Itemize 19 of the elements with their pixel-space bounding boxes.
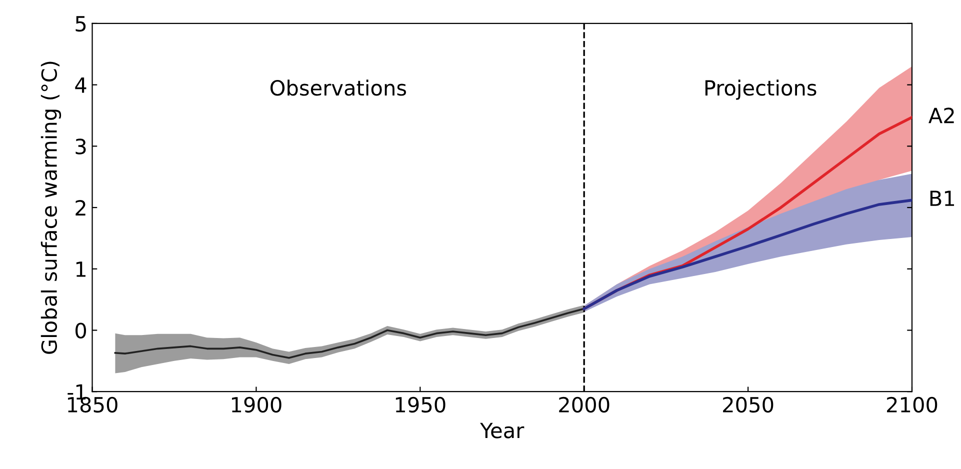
series-label: B1 (930, 190, 954, 206)
y-tick-label: 1 (76, 262, 86, 277)
x-axis-title: Year (480, 422, 524, 438)
annotation: Projections (705, 80, 816, 100)
y-tick-label: 0 (76, 322, 86, 338)
x-tick-label: 2100 (887, 396, 938, 413)
x-tick-label: 2000 (559, 396, 610, 413)
y-tick-label: 2 (76, 200, 86, 216)
x-tick-label: 1900 (232, 396, 282, 413)
annotation: Observations (270, 80, 406, 96)
x-tick-label: 2050 (723, 396, 774, 413)
line-series (114, 308, 585, 359)
x-tick-label: 1950 (396, 396, 446, 413)
series-label: A2 (928, 108, 954, 124)
y-tick-label: 3 (76, 138, 86, 154)
y-axis-title: Global surface warming (°C) (40, 62, 62, 354)
line-series (582, 198, 912, 310)
y-tick-label: 4 (75, 78, 86, 93)
y-tick-label: 5 (76, 16, 86, 32)
